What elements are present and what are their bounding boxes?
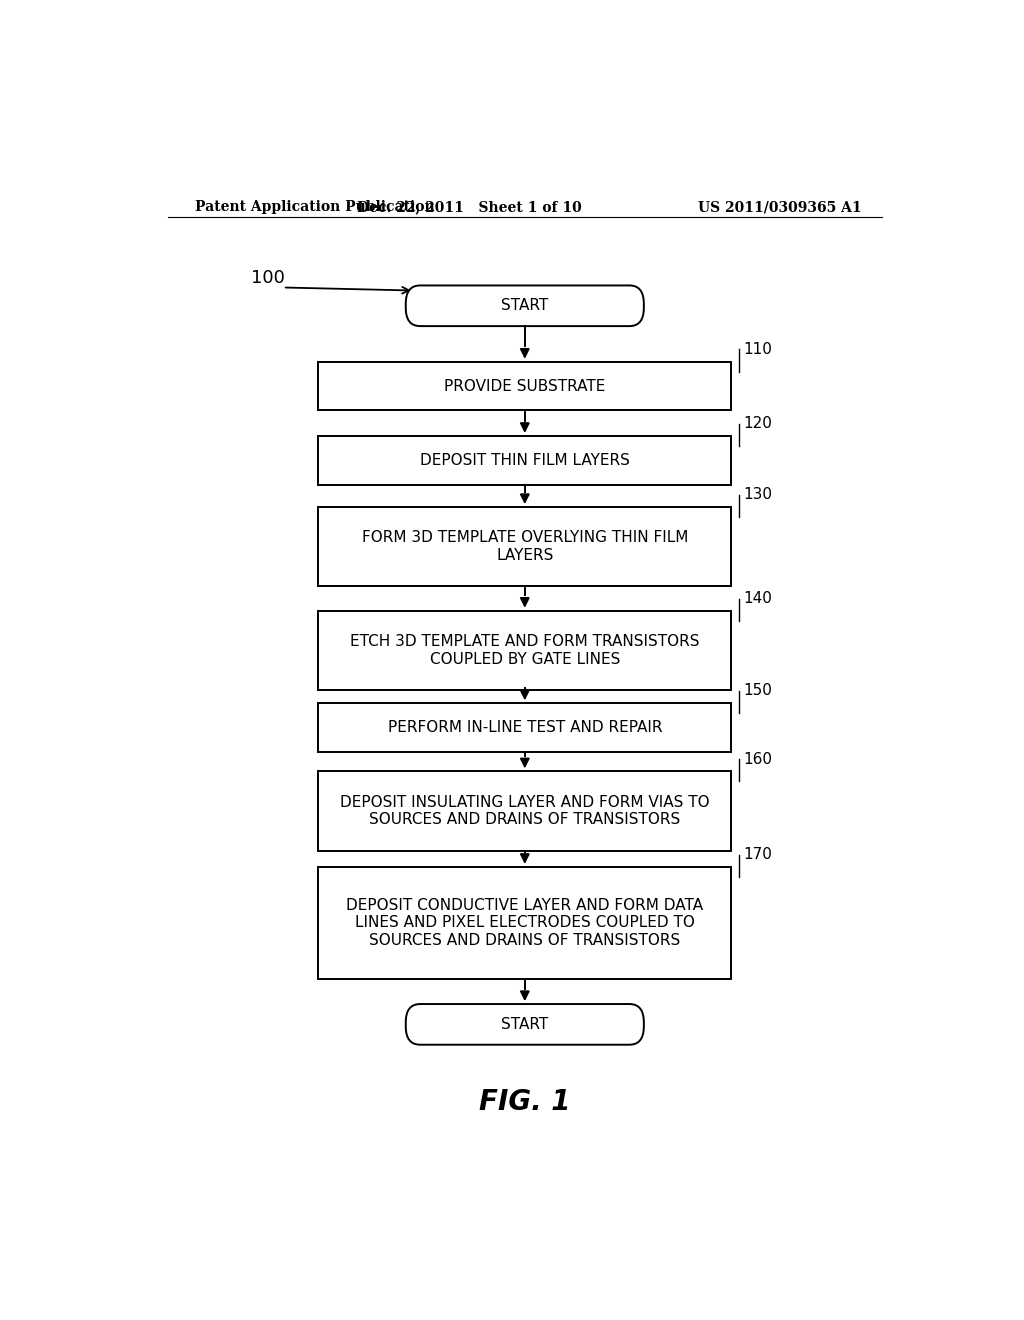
- Bar: [318, 704, 731, 752]
- Bar: [318, 436, 731, 484]
- Text: DEPOSIT CONDUCTIVE LAYER AND FORM DATA
LINES AND PIXEL ELECTRODES COUPLED TO
SOU: DEPOSIT CONDUCTIVE LAYER AND FORM DATA L…: [346, 898, 703, 948]
- Bar: [318, 867, 731, 978]
- Text: PROVIDE SUBSTRATE: PROVIDE SUBSTRATE: [444, 379, 605, 393]
- FancyBboxPatch shape: [406, 1005, 644, 1044]
- Text: 130: 130: [743, 487, 772, 503]
- Bar: [318, 611, 731, 690]
- Bar: [318, 362, 731, 411]
- Bar: [318, 507, 731, 586]
- Text: Dec. 22, 2011   Sheet 1 of 10: Dec. 22, 2011 Sheet 1 of 10: [357, 201, 582, 214]
- Text: 120: 120: [743, 416, 772, 432]
- Text: DEPOSIT INSULATING LAYER AND FORM VIAS TO
SOURCES AND DRAINS OF TRANSISTORS: DEPOSIT INSULATING LAYER AND FORM VIAS T…: [340, 795, 710, 828]
- Text: 110: 110: [743, 342, 772, 356]
- Text: 170: 170: [743, 847, 772, 862]
- Text: ETCH 3D TEMPLATE AND FORM TRANSISTORS
COUPLED BY GATE LINES: ETCH 3D TEMPLATE AND FORM TRANSISTORS CO…: [350, 634, 699, 667]
- Text: START: START: [501, 1016, 549, 1032]
- Text: Patent Application Publication: Patent Application Publication: [196, 201, 435, 214]
- Text: START: START: [501, 298, 549, 313]
- Bar: [318, 771, 731, 850]
- Text: DEPOSIT THIN FILM LAYERS: DEPOSIT THIN FILM LAYERS: [420, 453, 630, 467]
- Text: PERFORM IN-LINE TEST AND REPAIR: PERFORM IN-LINE TEST AND REPAIR: [387, 721, 663, 735]
- FancyBboxPatch shape: [406, 285, 644, 326]
- Text: FORM 3D TEMPLATE OVERLYING THIN FILM
LAYERS: FORM 3D TEMPLATE OVERLYING THIN FILM LAY…: [361, 531, 688, 562]
- Text: 150: 150: [743, 684, 772, 698]
- Text: 100: 100: [251, 269, 285, 288]
- Text: US 2011/0309365 A1: US 2011/0309365 A1: [698, 201, 862, 214]
- Text: FIG. 1: FIG. 1: [479, 1088, 570, 1115]
- Text: 160: 160: [743, 751, 772, 767]
- Text: 140: 140: [743, 591, 772, 606]
